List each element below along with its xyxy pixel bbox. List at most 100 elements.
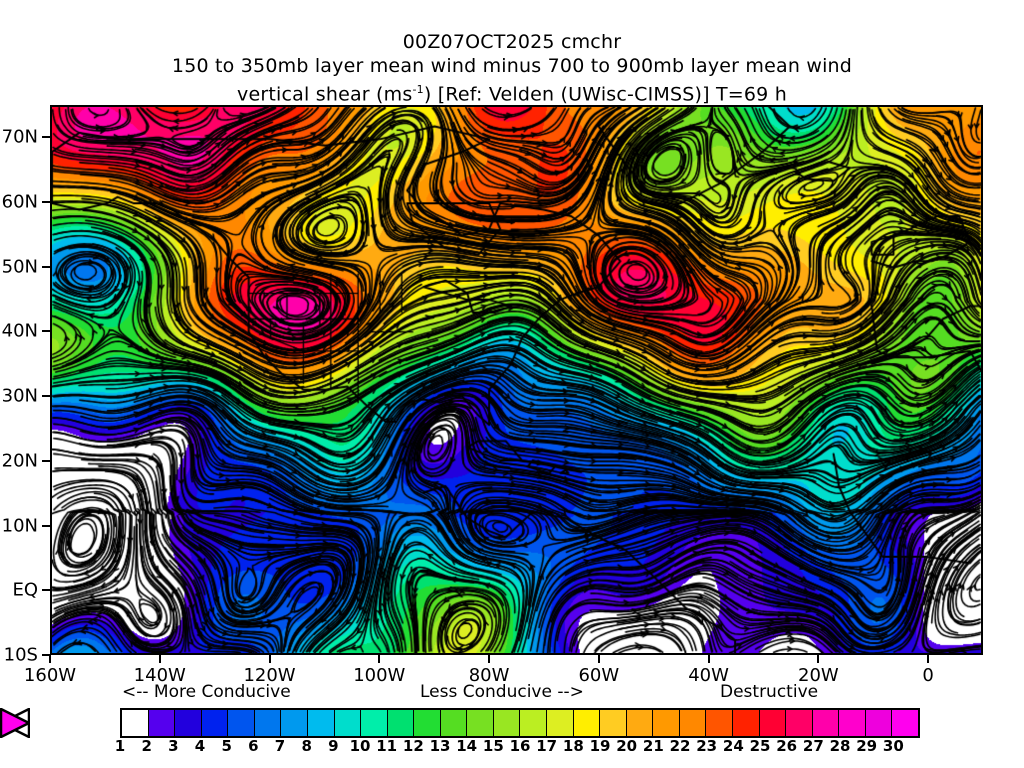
colorbar-tick-label: 9 bbox=[328, 737, 339, 755]
colorbar-cell[interactable] bbox=[732, 710, 760, 736]
longitude-tick-label: 0 bbox=[922, 665, 934, 686]
colorbar-tick-label: 28 bbox=[829, 737, 851, 755]
shear-field-canvas bbox=[52, 107, 981, 653]
colorbar-cell[interactable] bbox=[679, 710, 707, 736]
colorbar-cell[interactable] bbox=[839, 710, 866, 736]
colorbar-annotation-row: <-- More Conducive Less Conducive --> De… bbox=[0, 682, 1024, 704]
title-units-pre: vertical shear (ms bbox=[237, 83, 413, 106]
colorbar-cell[interactable] bbox=[865, 710, 893, 736]
colorbar-cells[interactable] bbox=[120, 708, 920, 738]
latitude-tick-label: 30N bbox=[1, 385, 38, 407]
longitude-tick bbox=[488, 655, 491, 663]
chart-title-line3: vertical shear (ms-1) [Ref: Velden (UWis… bbox=[0, 78, 1024, 106]
colorbar-cell[interactable] bbox=[626, 710, 654, 736]
colorbar-tick-label: 3 bbox=[168, 737, 179, 755]
longitude-tick-label: 140W bbox=[133, 665, 186, 686]
colorbar-cell[interactable] bbox=[307, 710, 335, 736]
colorbar-cell[interactable] bbox=[600, 710, 627, 736]
title-units-exponent: -1 bbox=[412, 83, 424, 96]
label-destructive: Destructive bbox=[720, 682, 819, 702]
colorbar-tick-label: 22 bbox=[669, 737, 691, 755]
colorbar-tick-label: 18 bbox=[562, 737, 584, 755]
colorbar-tick-label: 19 bbox=[589, 737, 611, 755]
title-ref-post: ) [Ref: Velden (UWisc-CIMSS)] T=69 h bbox=[423, 83, 787, 106]
label-less-conducive: Less Conducive --> bbox=[420, 682, 584, 702]
latitude-tick-label: 40N bbox=[1, 320, 38, 342]
colorbar-tick-label: 24 bbox=[722, 737, 744, 755]
colorbar-tick-label: 26 bbox=[776, 737, 798, 755]
latitude-tick-label: 70N bbox=[1, 126, 38, 148]
colorbar-cell[interactable] bbox=[148, 710, 176, 736]
longitude-tick bbox=[268, 655, 271, 663]
longitude-tick bbox=[49, 655, 51, 663]
latitude-tick bbox=[42, 395, 50, 398]
colorbar-tick-label: 1 bbox=[114, 737, 126, 755]
colorbar-cell[interactable] bbox=[520, 710, 547, 736]
latitude-tick bbox=[42, 524, 50, 527]
colorbar-cell[interactable] bbox=[892, 710, 918, 736]
longitude-tick-label: 60W bbox=[578, 665, 620, 686]
colorbar-cell[interactable] bbox=[547, 710, 574, 736]
colorbar-tick-labels: 1 2 3 4 5 6 7 8 9 10 11 12 13 14 15 16 17 18 19 20 21 22 23 24 2… bbox=[0, 737, 1024, 759]
colorbar-cell[interactable] bbox=[493, 710, 521, 736]
latitude-tick-label: 60N bbox=[1, 191, 38, 213]
colorbar-cell[interactable] bbox=[653, 710, 680, 736]
colorbar-tick-label: 25 bbox=[749, 737, 771, 755]
colorbar-cell[interactable] bbox=[706, 710, 733, 736]
colorbar-cell[interactable] bbox=[334, 710, 362, 736]
colorbar-over-arrow-icon bbox=[0, 708, 30, 738]
colorbar-cell[interactable] bbox=[175, 710, 202, 736]
chart-subtitle-run: 00Z07OCT2025 cmchr bbox=[402, 31, 622, 53]
latitude-tick bbox=[42, 201, 50, 204]
colorbar-tick-label: 12 bbox=[402, 737, 424, 755]
colorbar-tick-label: 4 bbox=[194, 737, 206, 755]
colorbar-cell[interactable] bbox=[122, 710, 149, 736]
colorbar-tick-label: 8 bbox=[301, 737, 312, 755]
longitude-tick bbox=[817, 655, 820, 663]
longitude-tick bbox=[378, 655, 381, 663]
colorbar-cell[interactable] bbox=[201, 710, 229, 736]
colorbar-cell[interactable] bbox=[228, 710, 255, 736]
latitude-tick-label: 20N bbox=[1, 450, 38, 472]
longitude-tick-label: 120W bbox=[243, 665, 296, 686]
colorbar[interactable] bbox=[0, 708, 1024, 738]
latitude-tick bbox=[42, 265, 50, 268]
colorbar-cell[interactable] bbox=[812, 710, 840, 736]
colorbar-tick-label: 13 bbox=[429, 737, 451, 755]
longitude-tick bbox=[927, 655, 930, 663]
chart-title-block: 00Z07OCT2025 cmchr 150 to 350mb layer me… bbox=[0, 30, 1024, 106]
latitude-tick bbox=[42, 459, 50, 462]
colorbar-tick-label: 30 bbox=[882, 737, 904, 755]
colorbar-tick-label: 14 bbox=[456, 737, 478, 755]
latitude-tick bbox=[42, 330, 50, 333]
colorbar-tick-label: 5 bbox=[221, 737, 232, 755]
colorbar-cell[interactable] bbox=[786, 710, 813, 736]
latitude-tick-label: EQ bbox=[12, 579, 38, 601]
longitude-tick bbox=[707, 655, 710, 663]
colorbar-tick-label: 23 bbox=[696, 737, 718, 755]
shear-map-plot[interactable] bbox=[50, 105, 983, 655]
colorbar-cell[interactable] bbox=[440, 710, 468, 736]
latitude-tick bbox=[42, 589, 50, 592]
latitude-tick-label: 10N bbox=[1, 515, 38, 537]
latitude-tick-label: 50N bbox=[1, 256, 38, 278]
colorbar-tick-label: 27 bbox=[802, 737, 824, 755]
longitude-tick-label: 100W bbox=[353, 665, 406, 686]
colorbar-cell[interactable] bbox=[467, 710, 494, 736]
label-more-conducive: <-- More Conducive bbox=[122, 682, 291, 702]
colorbar-cell[interactable] bbox=[414, 710, 441, 736]
colorbar-cell[interactable] bbox=[759, 710, 787, 736]
colorbar-tick-label: 20 bbox=[616, 737, 638, 755]
longitude-tick-label: 160W bbox=[23, 665, 77, 686]
colorbar-tick-label: 21 bbox=[642, 737, 664, 755]
longitude-tick bbox=[158, 655, 161, 663]
colorbar-cell[interactable] bbox=[254, 710, 282, 736]
colorbar-tick-label: 16 bbox=[509, 737, 531, 755]
colorbar-cell[interactable] bbox=[387, 710, 415, 736]
colorbar-cell[interactable] bbox=[573, 710, 601, 736]
colorbar-cell[interactable] bbox=[361, 710, 388, 736]
longitude-tick-label: 40W bbox=[688, 665, 729, 686]
colorbar-tick-label: 17 bbox=[536, 737, 558, 755]
colorbar-cell[interactable] bbox=[281, 710, 308, 736]
colorbar-tick-label: 15 bbox=[482, 737, 504, 755]
